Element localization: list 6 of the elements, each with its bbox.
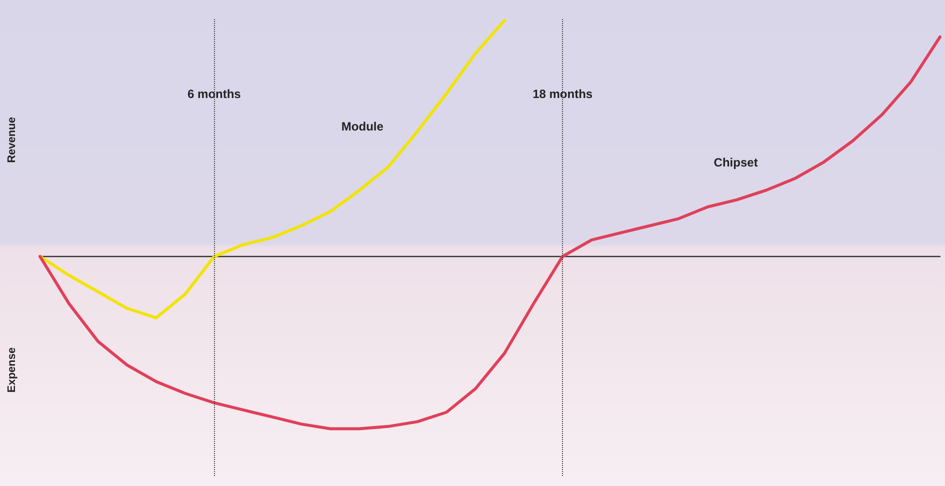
series-label: Chipset <box>714 155 758 170</box>
x-tick-label: 18 months <box>532 87 593 101</box>
x-tick-label: 6 months <box>188 87 242 101</box>
text: Module <box>341 119 384 134</box>
text: Expense <box>6 347 18 393</box>
text: Revenue <box>6 117 18 163</box>
